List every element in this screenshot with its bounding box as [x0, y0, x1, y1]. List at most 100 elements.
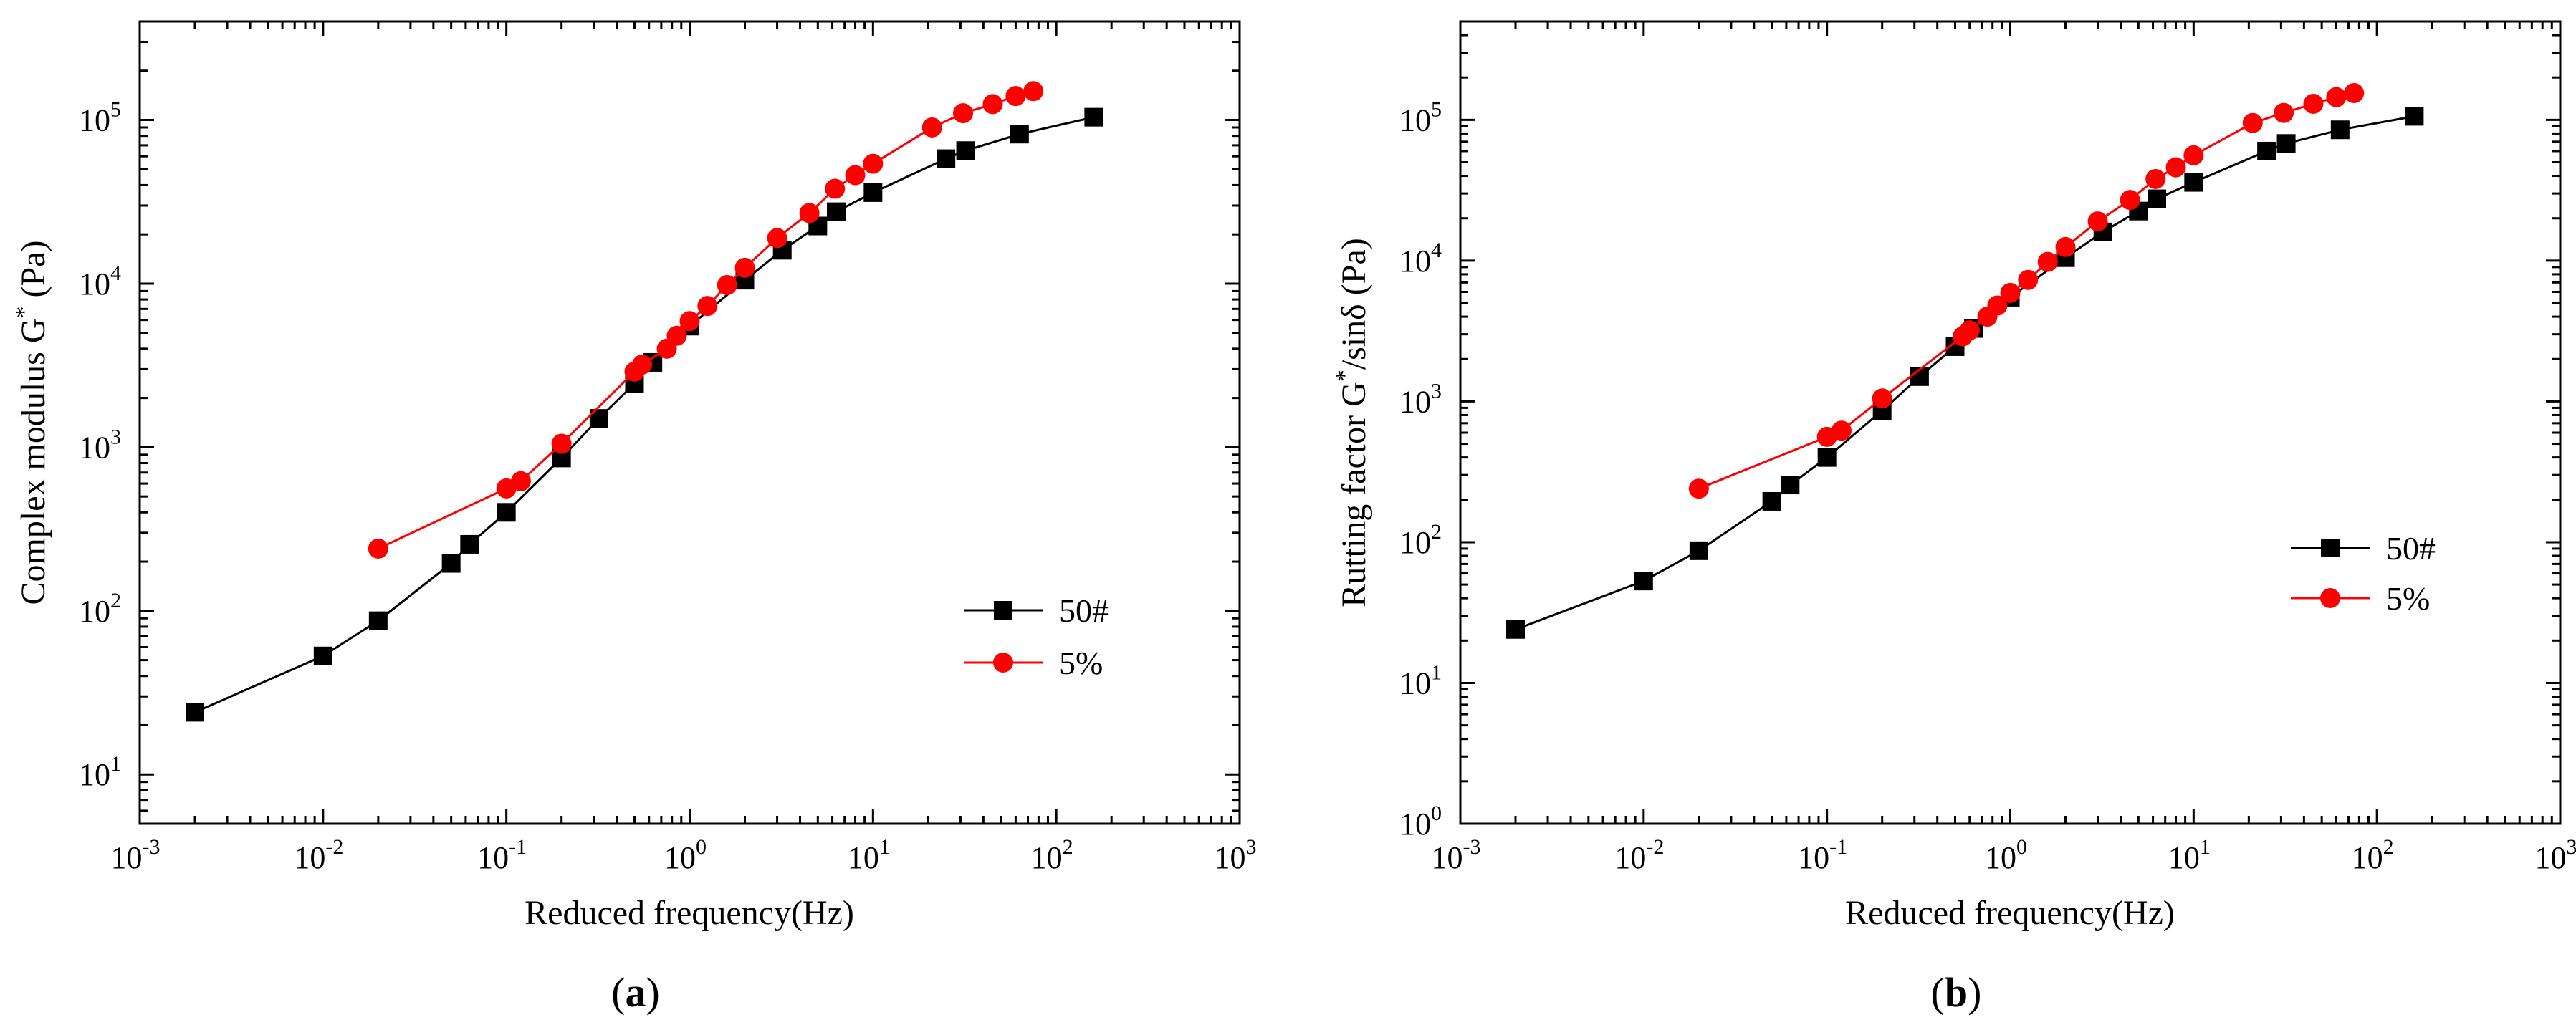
data-point-5-b [1831, 420, 1852, 441]
panel-label-a: (a) [611, 969, 660, 1016]
data-point-50-a [441, 554, 461, 573]
data-point-5-b [2183, 145, 2204, 165]
data-point-50-b [2330, 120, 2350, 140]
axes-ticks-a: 10-3 10-2 10-1 100 101 102 103 101 102 103 104 105 [79, 20, 1257, 875]
y-tick-label-b: 100 [1399, 802, 1442, 842]
data-point-5-b [2037, 251, 2058, 272]
data-point-5-a [632, 354, 653, 375]
series-line-5-b [1698, 92, 2355, 490]
x-tick-label-b: 10-1 [1798, 835, 1847, 875]
data-point-5-a [734, 257, 755, 278]
data-point-50-a [826, 202, 846, 221]
legend-marker-50-a [994, 601, 1012, 620]
data-point-50-a [368, 611, 388, 630]
data-point-50-b [1634, 572, 1653, 591]
data-point-50-a [186, 703, 205, 722]
data-point-50-b [1781, 476, 1800, 495]
x-tick-label-a: 10-2 [294, 835, 343, 875]
data-point-50-a [863, 183, 883, 202]
x-axis-title-b: Reduced frequency(Hz) [1845, 894, 2175, 932]
x-tick-label-b: 10-2 [1614, 835, 1664, 875]
series-layer-b [1506, 82, 2424, 639]
data-point-5-b [2274, 102, 2294, 123]
data-point-5-a [666, 325, 687, 346]
data-point-50-a [460, 534, 479, 554]
data-point-5-b [2055, 236, 2076, 257]
data-point-5-a [799, 203, 820, 223]
legend-marker-5-a [993, 653, 1013, 673]
x-tick-label-b: 102 [2352, 835, 2394, 875]
data-point-50-a [1084, 107, 1103, 127]
data-point-5-b [2165, 157, 2186, 178]
data-point-5-b [1987, 295, 2008, 316]
axes-ticks-b: 10-3 10-2 10-1 100 101 102 103 100 101 102 103 104 1… [1399, 20, 2576, 875]
data-point-50-a [937, 149, 956, 168]
series-line-5-a [378, 90, 1034, 550]
data-point-50-b [1689, 541, 1708, 560]
x-tick-label-a: 10-3 [111, 835, 161, 875]
data-point-5-a [1005, 86, 1026, 107]
data-point-5-b [2326, 87, 2347, 107]
data-point-5-a [982, 94, 1003, 115]
data-point-5-a [767, 228, 787, 249]
data-point-5-a [368, 538, 388, 559]
data-point-5-a [697, 296, 718, 317]
legend-label-5-a: 5% [1059, 645, 1103, 681]
data-point-5-b [1688, 478, 1709, 499]
legend-label-5-b: 5% [2386, 580, 2430, 617]
x-tick-label-b: 101 [2168, 835, 2211, 875]
data-point-5-b [2000, 282, 2021, 303]
x-tick-label-a: 100 [664, 835, 707, 875]
panel-label-b: (b) [1931, 969, 1982, 1016]
data-point-50-b [2405, 107, 2424, 126]
data-point-5-b [2018, 269, 2039, 290]
data-point-5-b [1959, 320, 1980, 341]
y-axis-title-a: Complex modulus G* (Pa) [11, 241, 53, 605]
data-point-5-a [863, 153, 884, 174]
data-point-5-b [2303, 93, 2324, 114]
data-point-50-b [2147, 189, 2166, 208]
legend-label-50-a: 50# [1059, 592, 1109, 629]
data-point-50-a [497, 503, 516, 522]
data-point-5-a [510, 471, 531, 491]
data-point-5-b [2344, 82, 2365, 103]
data-point-5-a [1023, 81, 1044, 102]
data-point-5-a [845, 165, 866, 186]
data-point-5-a [551, 433, 572, 454]
panel-a: 10-3 10-2 10-1 100 101 102 103101102103104105 … [11, 20, 1257, 1016]
y-tick-label-a: 105 [79, 98, 121, 138]
data-point-50-b [2184, 173, 2203, 192]
y-tick-label-a: 102 [79, 589, 121, 629]
data-point-5-b [1872, 388, 1892, 409]
y-tick-label-b: 105 [1399, 97, 1442, 138]
y-tick-label-a: 103 [79, 425, 121, 465]
data-point-5-b [2145, 168, 2166, 189]
legend-marker-50-b [2321, 539, 2340, 557]
data-point-50-a [1010, 125, 1029, 144]
data-point-5-a [717, 274, 737, 295]
y-tick-label-b: 101 [1399, 660, 1442, 701]
x-tick-label-a: 103 [1215, 835, 1257, 875]
x-tick-label-b: 10-3 [1432, 835, 1481, 875]
data-point-50-a [956, 141, 975, 160]
data-point-50-b [2276, 134, 2296, 153]
y-tick-label-b: 102 [1399, 520, 1442, 560]
series-layer-a [186, 81, 1103, 722]
data-point-5-b [2242, 112, 2263, 133]
y-tick-label-b: 104 [1399, 239, 1442, 279]
x-axis-title-a: Reduced frequency(Hz) [525, 894, 854, 932]
panel-b: 10-3 10-2 10-1 100 101 102 103 100 101 102 103 104 1… [1331, 20, 2576, 1016]
data-point-50-b [1506, 620, 1526, 639]
x-tick-label-a: 10-1 [477, 835, 527, 875]
data-point-5-a [679, 311, 700, 332]
data-point-50-a [313, 646, 332, 665]
data-point-5-b [2087, 211, 2108, 232]
y-axis-title-b: Rutting factor G*/sinδ (Pa) [1331, 238, 1374, 607]
x-tick-label-b: 103 [2535, 835, 2576, 875]
data-point-50-b [1762, 491, 1781, 511]
data-point-5-a [921, 117, 942, 138]
data-point-50-b [2257, 141, 2276, 160]
y-tick-label-a: 101 [79, 752, 121, 792]
